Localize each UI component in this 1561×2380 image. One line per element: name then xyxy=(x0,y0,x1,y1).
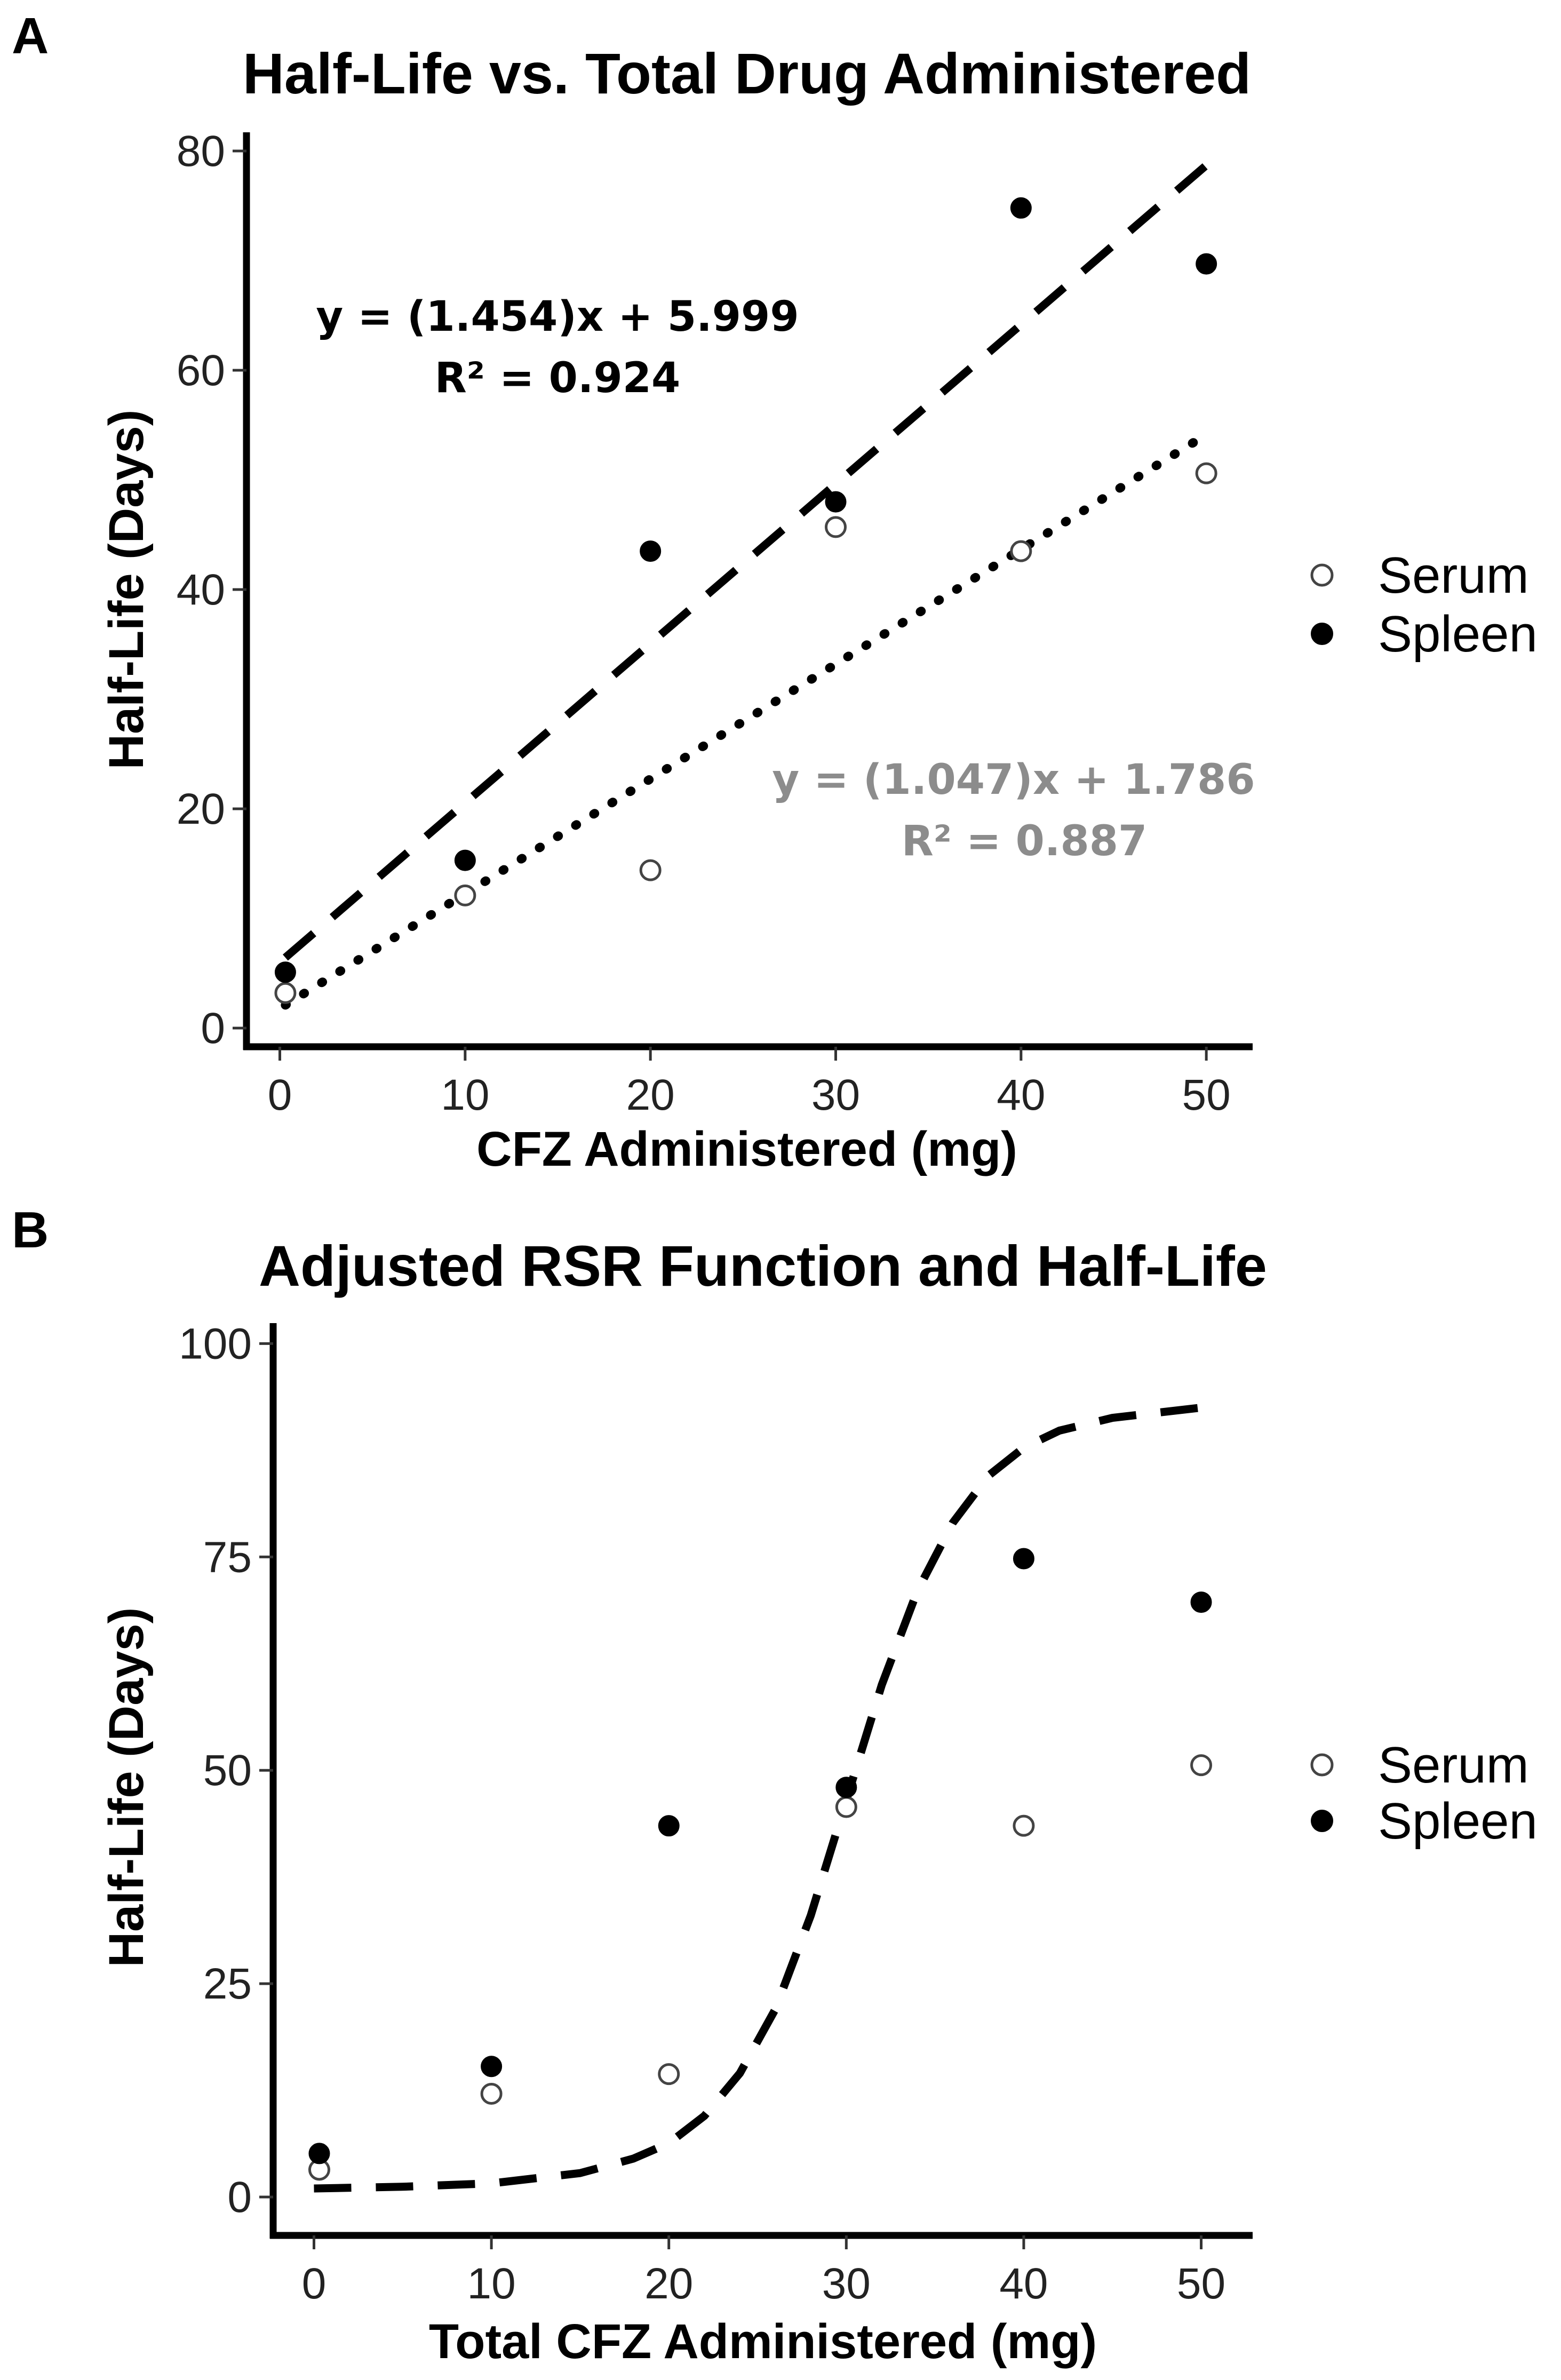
panel-b-y-axis-title: Half-Life (Days) xyxy=(99,1607,154,1968)
panel-a-spleen-point xyxy=(825,491,847,513)
panel-b-serum-point xyxy=(658,2063,680,2086)
panel-a-legend-serum-label: Serum xyxy=(1378,547,1529,604)
panel-b-fit-line xyxy=(314,1403,1202,2193)
panel-a-spleen-point xyxy=(640,540,662,562)
panel-a-y-tick-label: 0 xyxy=(201,1004,225,1053)
panel-a-serum-point xyxy=(274,982,297,1004)
panel-a-x-tick-label: 20 xyxy=(626,1071,675,1119)
panel-b-y-tick-label: 50 xyxy=(203,1746,252,1795)
panel-b-x-tick-label: 20 xyxy=(644,2259,693,2308)
panel-a-title: Half-Life vs. Total Drug Administered xyxy=(243,41,1251,106)
panel-b-legend-serum-label: Serum xyxy=(1378,1737,1529,1794)
panel-b-x-tick-label: 50 xyxy=(1177,2259,1225,2308)
panel-b-legend-serum-marker xyxy=(1310,1753,1334,1777)
panel-b-x-tick-label: 0 xyxy=(302,2259,326,2308)
panel-b-serum-point xyxy=(835,1796,857,1818)
panel-b-x-axis-title: Total CFZ Administered (mg) xyxy=(429,2314,1097,2369)
panel-a-spleen-r2: R² = 0.924 xyxy=(435,354,681,402)
panel-a-x-tick-label: 0 xyxy=(268,1071,292,1119)
panel-a-y-axis-title: Half-Life (Days) xyxy=(99,410,154,770)
panel-a-spleen-point xyxy=(274,961,296,983)
panel-a-x-tick-label: 30 xyxy=(811,1071,860,1119)
panel-a-serum-point xyxy=(1195,462,1217,484)
panel-a-serum-point xyxy=(639,859,662,881)
panel-a: A Half-Life vs. Total Drug Administered … xyxy=(12,7,1538,1176)
panel-b-spleen-point xyxy=(835,1777,857,1798)
panel-a-x-tick-label: 40 xyxy=(997,1071,1045,1119)
panel-b-serum-point xyxy=(1013,1814,1035,1837)
panel-b-y-tick-label: 75 xyxy=(203,1533,252,1581)
panel-b-x-tick-label: 40 xyxy=(999,2259,1048,2308)
panel-a-x-axis-title: CFZ Administered (mg) xyxy=(476,1122,1017,1176)
panel-a-spleen-point xyxy=(1196,253,1217,275)
panel-a-y-tick-label: 20 xyxy=(177,785,225,833)
panel-a-serum-equation: y = (1.047)x + 1.786 xyxy=(772,756,1255,804)
panel-b-legend-spleen-label: Spleen xyxy=(1378,1793,1538,1850)
panel-a-spleen-equation: y = (1.454)x + 5.999 xyxy=(316,293,799,341)
panel-b-legend-spleen-marker xyxy=(1311,1810,1333,1832)
panel-b-spleen-point xyxy=(308,2143,330,2164)
panel-b-serum-point xyxy=(480,2082,503,2105)
panel-a-serum-r2: R² = 0.887 xyxy=(902,817,1148,865)
panel-a-x-tick-label: 10 xyxy=(441,1071,489,1119)
panel-a-y-tick-label: 80 xyxy=(177,127,225,176)
panel-b-x-tick-label: 30 xyxy=(822,2259,871,2308)
panel-a-spleen-point xyxy=(454,849,476,871)
panel-b-serum-point xyxy=(1190,1754,1213,1777)
panel-a-y-tick-label: 40 xyxy=(177,566,225,614)
panel-b-title: Adjusted RSR Function and Half-Life xyxy=(259,1233,1267,1298)
panel-a-x-tick-label: 50 xyxy=(1182,1071,1231,1119)
panel-b-x-tick-label: 10 xyxy=(467,2259,515,2308)
panel-a-serum-point xyxy=(454,884,476,906)
panel-b-spleen-point xyxy=(1013,1548,1034,1570)
panel-a-spleen-point xyxy=(1010,197,1032,219)
panel-a-spleen-fit-line xyxy=(283,162,1209,961)
panel-b-letter: B xyxy=(12,1201,49,1259)
panel-b-spleen-point xyxy=(658,1815,680,1837)
panel-b-y-tick-label: 25 xyxy=(203,1960,252,2008)
panel-a-letter: A xyxy=(12,7,49,65)
panel-a-serum-point xyxy=(825,516,847,538)
panel-b: B Adjusted RSR Function and Half-Life To… xyxy=(12,1201,1538,2369)
panel-a-legend-spleen-marker xyxy=(1311,623,1333,645)
panel-a-legend-serum-marker xyxy=(1310,563,1334,587)
panel-b-y-tick-label: 0 xyxy=(227,2173,252,2222)
panel-a-serum-point xyxy=(1010,540,1032,562)
panel-a-serum-fit-line xyxy=(281,430,1211,1010)
panel-b-spleen-point xyxy=(481,2056,503,2077)
panel-a-legend-spleen-label: Spleen xyxy=(1378,606,1538,663)
panel-b-spleen-point xyxy=(1190,1591,1212,1613)
panel-a-y-tick-label: 60 xyxy=(177,346,225,395)
panel-b-y-tick-label: 100 xyxy=(179,1319,252,1368)
